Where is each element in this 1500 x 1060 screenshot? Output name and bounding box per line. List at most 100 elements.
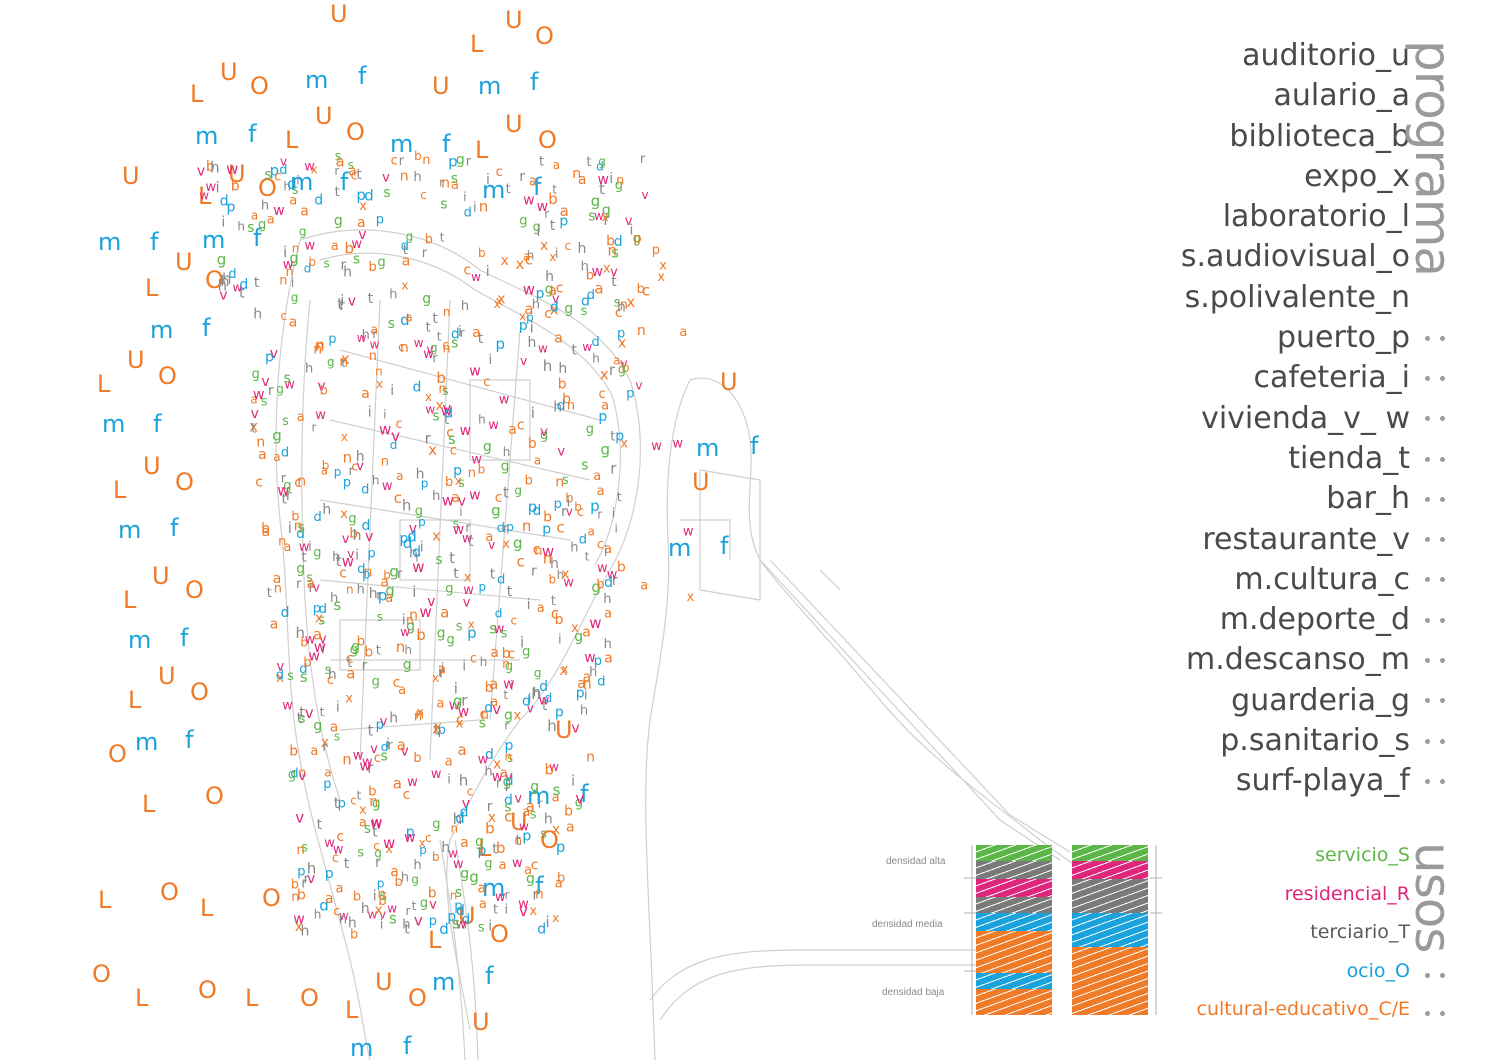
program-letter: h: [453, 810, 463, 828]
program-letter: p: [429, 914, 437, 929]
program-letter: x: [315, 611, 323, 627]
program-letter: h: [550, 556, 559, 572]
program-letter: t: [344, 856, 350, 872]
program-letter: w: [339, 909, 349, 923]
program-letter: g: [327, 355, 335, 369]
program-letter: U: [472, 1008, 490, 1036]
program-letter: b: [496, 839, 506, 857]
program-letter: d: [581, 294, 590, 310]
program-letter: a: [336, 882, 344, 897]
program-letter: b: [383, 568, 391, 582]
program-letter: v: [219, 288, 227, 304]
program-letter: a: [445, 754, 453, 769]
program-letter: v: [365, 529, 373, 545]
program-letter: f: [253, 224, 262, 252]
density-segment-cultural: [1072, 947, 1148, 1015]
program-letter: s: [581, 457, 588, 473]
program-letter: n: [514, 833, 522, 847]
program-letter: p: [617, 326, 625, 341]
program-letter: m: [195, 122, 218, 150]
program-letter: a: [370, 323, 378, 338]
usos-item: cultural-educativo_C/E: [1196, 998, 1411, 1021]
program-letter: v: [348, 293, 356, 309]
program-letter: v: [458, 494, 466, 510]
program-letter: w: [672, 437, 683, 452]
program-letter: L: [128, 686, 142, 714]
program-letter: w: [284, 378, 295, 393]
program-letter: g: [591, 192, 601, 210]
program-letter: b: [485, 820, 495, 838]
program-letter: b: [478, 462, 486, 476]
density-segment-cultural: [976, 931, 1052, 973]
program-letter: v: [391, 427, 400, 445]
program-letter: a: [402, 254, 411, 270]
program-letter: f: [340, 168, 349, 196]
program-letter: p: [270, 162, 280, 180]
program-letter: a: [330, 720, 339, 736]
program-letter: x: [516, 255, 525, 273]
program-letter: a: [566, 820, 575, 836]
program-letter: b: [261, 521, 270, 537]
program-letter: v: [625, 214, 633, 229]
program-letter: i: [283, 243, 287, 261]
program-letter: p: [598, 409, 607, 425]
program-letter: g: [522, 644, 530, 659]
program-letter: h: [401, 870, 409, 885]
program-letter: r: [538, 797, 543, 811]
program-letter: n: [256, 435, 265, 451]
program-letter: x: [401, 279, 408, 293]
program-letter: x: [455, 474, 462, 488]
program-letter: w: [495, 890, 506, 905]
program-letter: n: [274, 582, 282, 597]
density-label-high: densidad alta: [886, 856, 946, 867]
program-letter: r: [312, 421, 317, 435]
program-letter: t: [341, 356, 346, 370]
program-letter: f: [535, 872, 544, 900]
program-letter: r: [503, 521, 509, 536]
program-letter: a: [479, 897, 487, 912]
program-letter: r: [466, 155, 472, 170]
program-letter: h: [543, 357, 553, 375]
program-letter: g: [460, 866, 469, 882]
program-letter: a: [348, 163, 357, 179]
program-letter: n: [468, 466, 476, 481]
program-letter: c: [420, 188, 427, 202]
program-letter: g: [504, 707, 513, 723]
program-letter: p: [421, 477, 429, 491]
program-letter: t: [440, 231, 445, 245]
program-letter: v: [442, 400, 451, 418]
program-letter: U: [432, 72, 450, 100]
program-letter: v: [566, 505, 573, 519]
program-letter: v: [342, 532, 350, 547]
program-letter: x: [432, 723, 440, 738]
program-letter: h: [580, 703, 588, 718]
program-letter: v: [414, 911, 423, 929]
program-letter: r: [561, 504, 567, 520]
program-letter: t: [539, 155, 544, 170]
program-letter: c: [450, 444, 457, 459]
program-letter: i: [489, 353, 493, 368]
program-letter: a: [588, 525, 595, 539]
program-letter: r: [372, 327, 377, 341]
program-letter: h: [528, 335, 537, 351]
program-letter: a: [357, 215, 366, 231]
program-letter: b: [320, 384, 328, 399]
program-letter: s: [318, 613, 325, 629]
program-letter: r: [304, 872, 310, 887]
program-letter: x: [340, 507, 348, 522]
program-letter: x: [600, 366, 609, 384]
program-letter: t: [357, 789, 362, 803]
program-letter: r: [460, 326, 465, 340]
program-letter: v: [575, 789, 584, 807]
program-letter: c: [394, 489, 402, 507]
program-letter: b: [543, 509, 552, 525]
program-letter: w: [598, 172, 609, 188]
program-letter: U: [315, 102, 333, 130]
program-letter: s: [507, 751, 513, 765]
program-letter: r: [308, 580, 314, 596]
programa-item: m.deporte_d: [1219, 602, 1410, 638]
program-letter: v: [307, 871, 315, 887]
program-letter: i: [288, 519, 292, 537]
program-letter: t: [376, 643, 381, 658]
program-letter: w: [199, 189, 209, 203]
